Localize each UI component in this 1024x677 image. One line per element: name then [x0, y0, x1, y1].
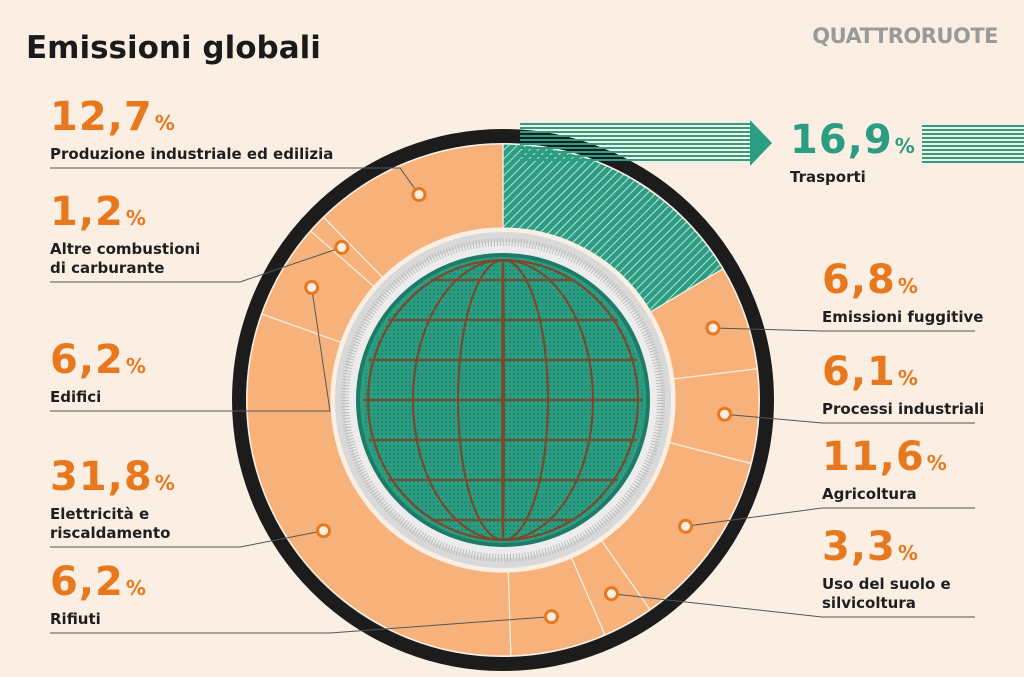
leader-dot [678, 518, 694, 534]
data-label: 12,7% Produzione industriale ed edilizia [50, 95, 380, 164]
data-label: 11,6% Agricoltura [822, 435, 1022, 504]
value-label: 31,8 [50, 454, 153, 500]
value-label: 6,2 [50, 337, 124, 383]
leader-line [50, 246, 342, 283]
value-label: 6,2 [50, 559, 124, 605]
category-label-row: Uso del suolo e silvicoltura [822, 575, 952, 613]
value-label-row: 31,8% [50, 455, 220, 505]
data-label: 6,2% Rifiuti [50, 560, 310, 629]
value-label-row: 11,6% [822, 435, 1022, 485]
value-suffix: % [897, 274, 919, 298]
value-label: 11,6 [822, 434, 925, 480]
value-label: 3,3 [822, 524, 896, 570]
value-suffix: % [897, 541, 919, 565]
category-label-row: Edifici [50, 388, 310, 407]
value-suffix: % [154, 111, 176, 135]
value-label: 6,8 [822, 257, 896, 303]
value-label-row: 6,2% [50, 338, 310, 388]
value-label: 1,2 [50, 189, 124, 235]
value-label-row: 6,1% [822, 350, 1022, 400]
leader-line [50, 616, 552, 634]
category-label: Uso del suolo e silvicoltura [822, 575, 951, 612]
value-label-row: 6,2% [50, 560, 310, 610]
leader-line [50, 287, 331, 412]
leader-dot [705, 320, 721, 336]
outer-ring [232, 129, 774, 671]
data-label: 16,9% Trasporti [790, 118, 1010, 187]
value-label-row: 1,2% [50, 190, 220, 240]
leader-line [713, 327, 975, 332]
category-label: Altre combustioni di carburante [50, 240, 201, 277]
leader-dot [543, 609, 559, 625]
leader-dot [316, 523, 332, 539]
data-label: 6,1% Processi industriali [822, 350, 1022, 419]
chart-title: Emissioni globali [26, 30, 321, 66]
category-label: Edifici [50, 388, 102, 406]
leader-line [724, 413, 975, 424]
arrow-head [750, 120, 772, 166]
category-label: Elettricità e riscaldamento [50, 505, 171, 542]
data-label: 6,8% Emissioni fuggitive [822, 258, 1022, 327]
data-label: 6,2% Edifici [50, 338, 310, 407]
category-label-row: Altre combustioni di carburante [50, 240, 220, 278]
value-suffix: % [125, 354, 147, 378]
category-label-row: Trasporti [790, 168, 1010, 187]
category-label: Processi industriali [822, 400, 985, 418]
donut-segment [246, 313, 512, 657]
data-label: 31,8% Elettricità e riscaldamento [50, 455, 220, 543]
value-label: 12,7 [50, 94, 153, 140]
value-suffix: % [125, 576, 147, 600]
category-label: Produzione industriale ed edilizia [50, 145, 334, 163]
brand: QUATTRORUOTE [812, 24, 998, 48]
leader-dot [304, 279, 320, 295]
leader-dot [717, 406, 733, 422]
value-suffix: % [894, 134, 916, 158]
leader-dot [603, 586, 619, 602]
category-label: Agricoltura [822, 485, 917, 503]
category-label-row: Produzione industriale ed edilizia [50, 145, 380, 164]
category-label-row: Processi industriali [822, 400, 1022, 419]
donut-segment [322, 143, 504, 279]
value-suffix: % [154, 471, 176, 495]
category-label-row: Agricoltura [822, 485, 1022, 504]
category-label: Trasporti [790, 168, 866, 186]
value-label-row: 3,3% [822, 525, 952, 575]
category-label: Rifiuti [50, 610, 101, 628]
globe-meridian [367, 259, 639, 541]
leader-line [611, 593, 975, 618]
category-label-row: Emissioni fuggitive [822, 308, 1022, 327]
value-label: 16,9 [790, 117, 893, 163]
data-label: 3,3% Uso del suolo e silvicoltura [822, 525, 952, 613]
leader-dot [334, 239, 350, 255]
category-label-row: Elettricità e riscaldamento [50, 505, 220, 543]
data-label: 1,2% Altre combustioni di carburante [50, 190, 220, 278]
value-suffix: % [125, 206, 147, 230]
value-label: 6,1 [822, 349, 896, 395]
leader-line [685, 507, 975, 527]
value-suffix: % [926, 451, 948, 475]
category-label-row: Rifiuti [50, 610, 310, 629]
value-label-row: 16,9% [790, 118, 1010, 168]
category-label: Emissioni fuggitive [822, 308, 984, 326]
value-suffix: % [897, 366, 919, 390]
value-label-row: 6,8% [822, 258, 1022, 308]
leader-line [50, 530, 324, 548]
leader-line [50, 167, 420, 195]
leader-dot [411, 187, 427, 203]
value-label-row: 12,7% [50, 95, 380, 145]
